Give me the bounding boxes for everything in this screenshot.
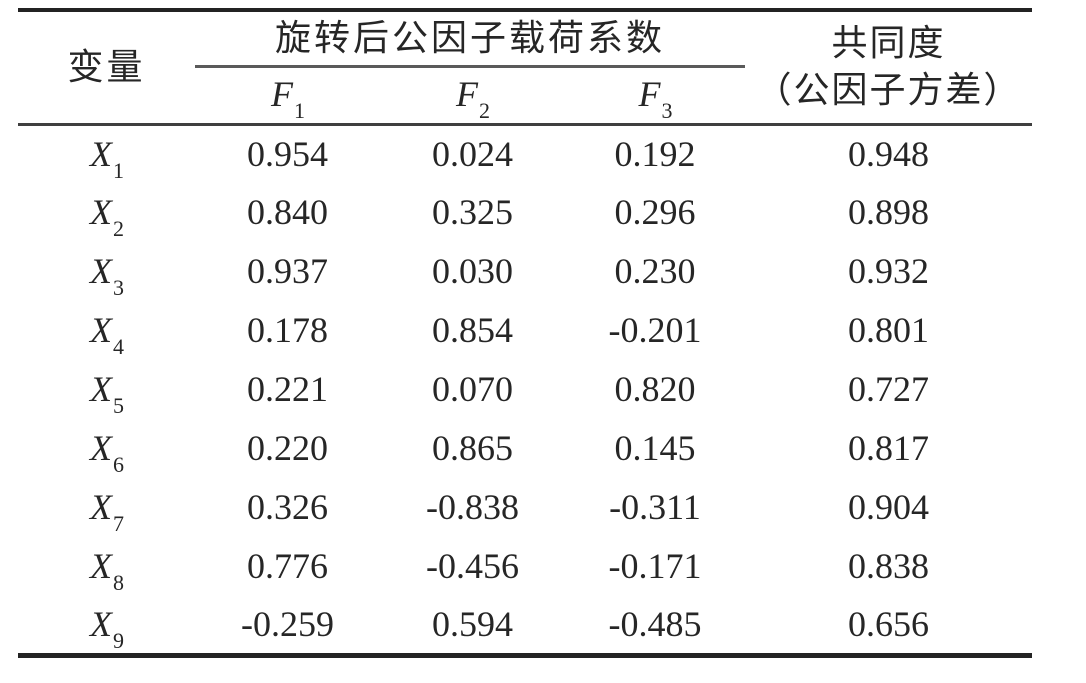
col-header-f1: F1	[195, 66, 380, 126]
col-header-f3: F3	[565, 66, 746, 126]
communality-cell: 0.656	[848, 603, 930, 644]
f3-loading-cell: 0.820	[614, 368, 696, 409]
variable-symbol: X2	[90, 191, 124, 241]
f1-loading-cell: 0.840	[247, 191, 328, 232]
variable-cell: X8	[18, 537, 195, 596]
communality-cell: 0.898	[848, 191, 930, 232]
f2-loading-cell: -0.456	[426, 545, 519, 586]
f1-symbol: F1	[271, 74, 305, 124]
variable-symbol: X3	[90, 250, 124, 300]
f3-loading-cell: 0.192	[614, 133, 696, 174]
table-row-x1: X1 0.954 0.024 0.192 0.948	[18, 124, 1032, 183]
col-header-communality: 共同度 （公因子方差）	[745, 10, 1033, 126]
col-header-variable: 变量	[18, 10, 195, 126]
factor-loading-table: 变量 旋转后公因子载荷系数 共同度 （公因子方差） F1 F2 F3	[18, 8, 1033, 658]
communality-cell: 0.801	[848, 309, 930, 350]
f1-loading-cell: 0.776	[247, 545, 328, 586]
f1-loading-cell: 0.937	[247, 250, 328, 291]
communality-cell: 0.932	[848, 250, 930, 291]
variable-cell: X4	[18, 301, 195, 360]
f2-loading-cell: 0.865	[432, 427, 513, 468]
table-row-x4: X4 0.178 0.854 -0.201 0.801	[18, 301, 1032, 360]
f1-loading-cell: 0.220	[247, 427, 328, 468]
variable-symbol: X1	[90, 133, 124, 183]
table-body: X1 0.954 0.024 0.192 0.948 X2 0.840 0.32…	[18, 124, 1032, 655]
f2-loading-cell: 0.854	[432, 309, 513, 350]
f1-loading-cell: 0.178	[247, 309, 328, 350]
f1-loading-cell: 0.221	[247, 368, 328, 409]
variable-cell: X6	[18, 419, 195, 478]
f2-loading-cell: 0.024	[432, 133, 513, 174]
col-header-f2: F2	[380, 66, 565, 126]
table-row-x8: X8 0.776 -0.456 -0.171 0.838	[18, 537, 1032, 596]
variable-symbol: X9	[90, 603, 124, 653]
f3-loading-cell: 0.296	[614, 191, 696, 232]
variable-cell: X7	[18, 478, 195, 537]
f3-loading-cell: 0.230	[614, 250, 696, 291]
header-row-top: 变量 旋转后公因子载荷系数 共同度 （公因子方差）	[18, 10, 1033, 126]
spanner-header-label: 旋转后公因子载荷系数	[275, 17, 666, 58]
f3-symbol: F3	[638, 74, 673, 124]
f1-loading-cell: 0.954	[247, 133, 328, 174]
variable-symbol: X4	[90, 309, 124, 359]
table-row-x6: X6 0.220 0.865 0.145 0.817	[18, 419, 1032, 478]
communality-cell: 0.904	[848, 486, 930, 527]
variable-header-label: 变量	[67, 46, 146, 87]
variable-cell: X5	[18, 360, 195, 419]
table-row-x5: X5 0.221 0.070 0.820 0.727	[18, 360, 1032, 419]
variable-cell: X1	[18, 124, 195, 183]
f2-loading-cell: 0.070	[432, 368, 513, 409]
variable-cell: X9	[18, 596, 195, 655]
variable-cell: X2	[18, 183, 195, 242]
variable-cell: X3	[18, 242, 195, 301]
col-header-spanner: 旋转后公因子载荷系数	[195, 10, 746, 68]
f1-loading-cell: -0.259	[241, 603, 334, 644]
header-row-factors: F1 F2 F3	[18, 66, 1032, 126]
f3-loading-cell: -0.485	[608, 603, 702, 644]
f2-loading-cell: -0.838	[426, 486, 519, 527]
f3-loading-cell: -0.311	[609, 486, 701, 527]
communality-cell: 0.838	[848, 545, 930, 586]
f2-loading-cell: 0.325	[432, 191, 513, 232]
table-row-x2: X2 0.840 0.325 0.296 0.898	[18, 183, 1032, 242]
communality-cell: 0.817	[848, 427, 930, 468]
variable-symbol: X5	[90, 368, 124, 418]
communality-cell: 0.948	[848, 133, 930, 174]
variable-symbol: X8	[90, 545, 124, 595]
variable-symbol: X7	[90, 486, 124, 536]
communality-header-line2: （公因子方差）	[755, 70, 1022, 111]
f3-loading-cell: -0.201	[608, 309, 702, 350]
f3-loading-cell: 0.145	[614, 427, 696, 468]
communality-cell: 0.727	[848, 368, 930, 409]
f2-loading-cell: 0.594	[432, 603, 513, 644]
table-row-x7: X7 0.326 -0.838 -0.311 0.904	[18, 478, 1032, 537]
communality-header-line1: 共同度	[831, 23, 946, 64]
table-row-x9: X9 -0.259 0.594 -0.485 0.656	[18, 596, 1032, 655]
table-row-x3: X3 0.937 0.030 0.230 0.932	[18, 242, 1032, 301]
f1-loading-cell: 0.326	[247, 486, 328, 527]
f3-loading-cell: -0.171	[608, 545, 702, 586]
variable-symbol: X6	[90, 427, 124, 477]
f2-symbol: F2	[456, 74, 490, 124]
table-header: 变量 旋转后公因子载荷系数 共同度 （公因子方差） F1 F2 F3	[18, 10, 1033, 126]
f2-loading-cell: 0.030	[432, 250, 513, 291]
